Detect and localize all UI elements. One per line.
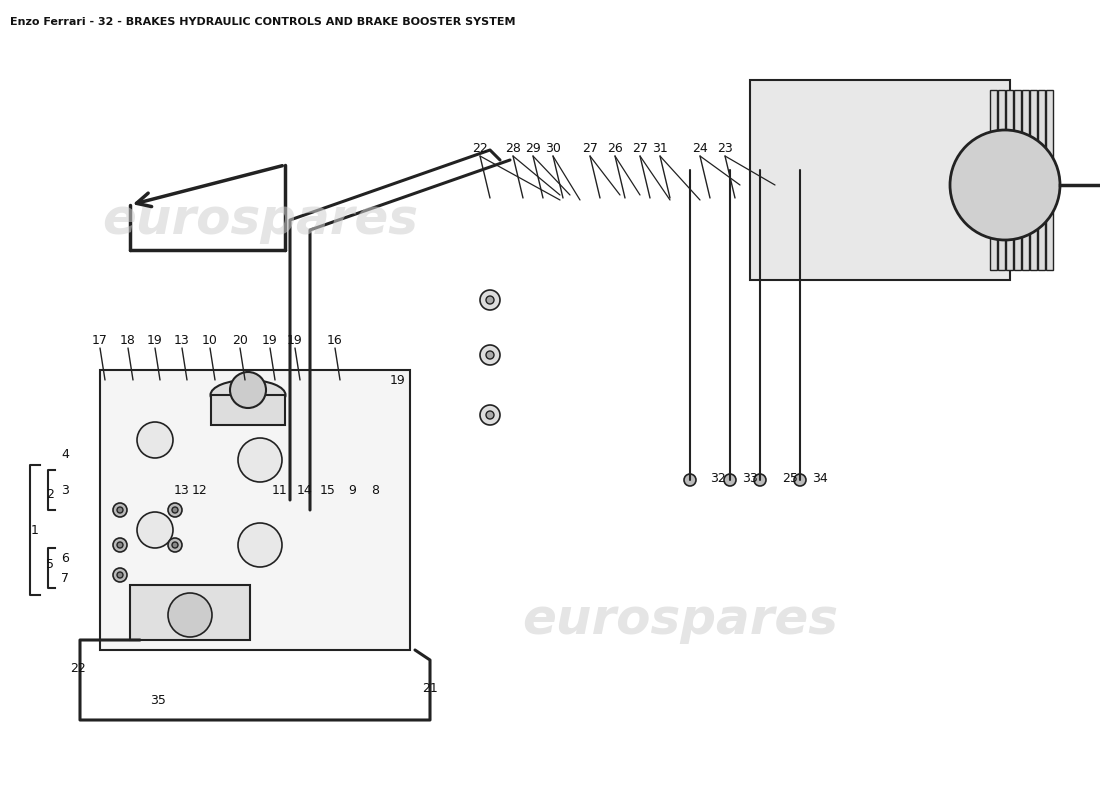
Text: 21: 21	[422, 682, 438, 694]
Circle shape	[168, 593, 212, 637]
Circle shape	[168, 538, 182, 552]
Text: 13: 13	[174, 334, 190, 346]
Bar	[1014, 90, 1021, 270]
Circle shape	[486, 296, 494, 304]
Text: 19: 19	[287, 334, 303, 346]
Circle shape	[480, 345, 501, 365]
Text: 34: 34	[812, 471, 828, 485]
Bar	[1038, 90, 1045, 270]
Text: 23: 23	[717, 142, 733, 154]
Circle shape	[684, 474, 696, 486]
Text: Enzo Ferrari - 32 - BRAKES HYDRAULIC CONTROLS AND BRAKE BOOSTER SYSTEM: Enzo Ferrari - 32 - BRAKES HYDRAULIC CON…	[10, 17, 516, 27]
Text: 4: 4	[62, 449, 69, 462]
Text: 26: 26	[607, 142, 623, 154]
Text: 27: 27	[632, 142, 648, 154]
Text: 7: 7	[60, 571, 69, 585]
Circle shape	[113, 568, 127, 582]
Bar	[998, 90, 1005, 270]
Circle shape	[113, 538, 127, 552]
Text: 6: 6	[62, 551, 69, 565]
Text: 28: 28	[505, 142, 521, 154]
Circle shape	[117, 542, 123, 548]
Text: 17: 17	[92, 334, 108, 346]
Text: 35: 35	[150, 694, 166, 706]
Text: 25: 25	[782, 471, 797, 485]
Ellipse shape	[210, 380, 286, 410]
Circle shape	[754, 474, 766, 486]
Circle shape	[138, 422, 173, 458]
Circle shape	[230, 372, 266, 408]
Text: 19: 19	[147, 334, 163, 346]
Circle shape	[172, 507, 178, 513]
Text: 9: 9	[348, 483, 356, 497]
Text: 12: 12	[192, 483, 208, 497]
Bar	[130, 585, 250, 640]
Circle shape	[724, 474, 736, 486]
Text: 8: 8	[371, 483, 380, 497]
Circle shape	[113, 503, 127, 517]
Text: 18: 18	[120, 334, 136, 346]
Text: 15: 15	[320, 483, 336, 497]
Bar	[100, 370, 410, 650]
Bar	[211, 395, 285, 425]
Text: 20: 20	[232, 334, 248, 346]
Circle shape	[138, 512, 173, 548]
Text: 2: 2	[46, 489, 54, 502]
Text: 3: 3	[62, 483, 69, 497]
Text: 27: 27	[582, 142, 598, 154]
Text: 22: 22	[472, 142, 488, 154]
Text: 16: 16	[327, 334, 343, 346]
Circle shape	[117, 507, 123, 513]
Text: 13: 13	[174, 483, 190, 497]
Text: eurospares: eurospares	[522, 596, 838, 644]
Bar	[1006, 90, 1013, 270]
Text: 24: 24	[692, 142, 708, 154]
Circle shape	[486, 351, 494, 359]
Text: 19: 19	[262, 334, 278, 346]
Circle shape	[794, 474, 806, 486]
Text: 31: 31	[652, 142, 668, 154]
Text: 22: 22	[70, 662, 86, 674]
Text: 14: 14	[297, 483, 312, 497]
Bar	[750, 80, 1010, 280]
Bar	[990, 90, 997, 270]
Bar	[1022, 90, 1028, 270]
Text: 19: 19	[390, 374, 406, 386]
Circle shape	[117, 572, 123, 578]
Text: 5: 5	[46, 558, 54, 571]
Circle shape	[480, 290, 501, 310]
Text: 30: 30	[546, 142, 561, 154]
Bar	[1046, 90, 1053, 270]
Bar	[1030, 90, 1037, 270]
Circle shape	[238, 523, 282, 567]
Text: 33: 33	[742, 471, 758, 485]
Text: 32: 32	[711, 471, 726, 485]
Text: 10: 10	[202, 334, 218, 346]
Circle shape	[480, 405, 501, 425]
Circle shape	[172, 542, 178, 548]
Text: eurospares: eurospares	[102, 196, 418, 244]
Circle shape	[950, 130, 1060, 240]
Circle shape	[238, 438, 282, 482]
Text: 11: 11	[272, 483, 288, 497]
Text: 29: 29	[525, 142, 541, 154]
Circle shape	[486, 411, 494, 419]
Text: 1: 1	[31, 523, 38, 537]
Circle shape	[168, 503, 182, 517]
